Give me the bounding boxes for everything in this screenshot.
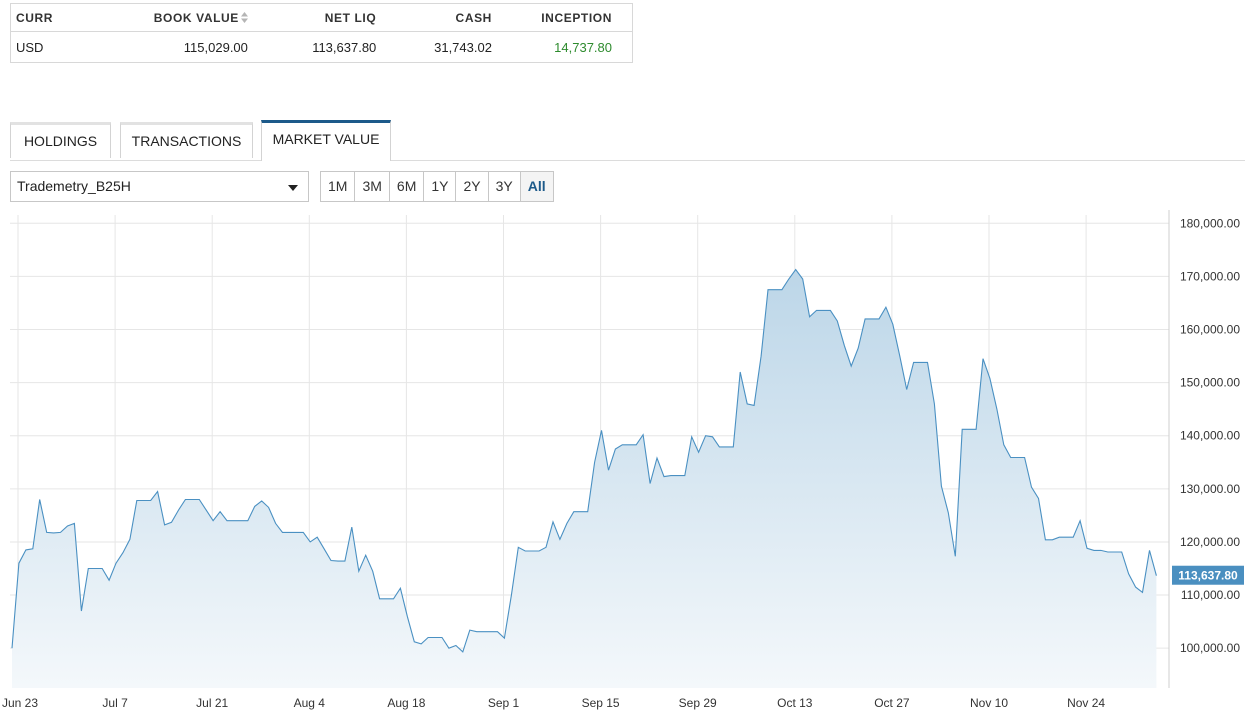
y-tick-label: 120,000.00 [1180, 535, 1240, 549]
x-tick-label: Aug 4 [294, 696, 326, 710]
last-value-label: 113,637.80 [1172, 565, 1244, 585]
cell-cash: 31,743.02 [434, 39, 492, 55]
view-tabs: HOLDINGS TRANSACTIONS MARKET VALUE [10, 120, 1245, 161]
range-selector: 1M 3M 6M 1Y 2Y 3Y All [320, 171, 554, 202]
header-book-value[interactable]: BOOK VALUE [128, 3, 268, 32]
x-tick-label: Jun 23 [2, 696, 38, 710]
y-tick-label: 110,000.00 [1181, 588, 1240, 602]
x-tick-label: Jul 21 [196, 696, 228, 710]
header-cash[interactable]: CASH [396, 3, 512, 32]
x-tick-label: Sep 15 [582, 696, 620, 710]
tab-transactions[interactable]: TRANSACTIONS [120, 122, 253, 158]
y-axis-ticks: 100,000.00 110,000.00 120,000.00 130,000.00… [1180, 216, 1240, 655]
summary-row: USD 115,029.00 113,637.80 31,743.02 14,7… [11, 32, 633, 63]
x-tick-label: Oct 27 [874, 696, 910, 710]
y-tick-label: 140,000.00 [1180, 429, 1240, 443]
cell-book-value: 115,029.00 [183, 39, 248, 55]
cell-curr: USD [16, 39, 44, 55]
x-tick-label: Sep 1 [488, 696, 520, 710]
account-select[interactable]: Trademetry_B25H [10, 171, 309, 202]
cell-inception: 14,737.80 [554, 39, 612, 55]
x-tick-label: Nov 24 [1067, 696, 1105, 710]
range-1y-button[interactable]: 1Y [424, 172, 457, 201]
range-3m-button[interactable]: 3M [355, 172, 390, 201]
range-3y-button[interactable]: 3Y [488, 172, 521, 201]
header-net-liq[interactable]: NET LIQ [267, 3, 397, 32]
y-tick-label: 100,000.00 [1180, 641, 1240, 655]
cell-net-liq: 113,637.80 [312, 39, 377, 55]
sort-icon[interactable] [240, 11, 248, 23]
market-value-chart: 100,000.00 110,000.00 120,000.00 130,000.00… [2, 210, 1244, 710]
x-tick-label: Sep 29 [679, 696, 717, 710]
tab-market-value[interactable]: MARKET VALUE [261, 120, 391, 161]
account-select-value: Trademetry_B25H [17, 178, 131, 194]
x-tick-label: Jul 7 [102, 696, 128, 710]
range-all-button[interactable]: All [520, 172, 553, 201]
summary-header-row: CURR BOOK VALUE NET LIQ CASH INCEPTION [10, 3, 633, 32]
y-tick-label: 150,000.00 [1180, 376, 1240, 390]
header-inception[interactable]: INCEPTION [511, 3, 633, 32]
x-tick-label: Aug 18 [387, 696, 425, 710]
account-summary-table: CURR BOOK VALUE NET LIQ CASH INCEPTION U… [10, 3, 633, 63]
y-tick-label: 180,000.00 [1180, 216, 1240, 230]
range-1m-button[interactable]: 1M [321, 172, 356, 201]
y-tick-label: 160,000.00 [1180, 323, 1240, 337]
last-value-text: 113,637.80 [1178, 569, 1238, 583]
header-curr[interactable]: CURR [10, 3, 129, 32]
x-tick-label: Oct 13 [777, 696, 813, 710]
range-2y-button[interactable]: 2Y [456, 172, 489, 201]
market-value-line [11, 268, 1157, 653]
x-tick-label: Nov 10 [970, 696, 1008, 710]
y-tick-label: 130,000.00 [1180, 482, 1240, 496]
header-book-value-label: BOOK VALUE [153, 10, 239, 25]
x-axis-ticks: Jun 23 Jul 7 Jul 21 Aug 4 Aug 18 Sep 1 Sep 15 S… [2, 696, 1105, 710]
caret-down-icon [288, 185, 298, 191]
market-value-area [12, 269, 1157, 688]
y-tick-label: 170,000.00 [1180, 269, 1240, 283]
last-value-badge [1172, 565, 1244, 585]
tab-holdings[interactable]: HOLDINGS [10, 122, 111, 158]
range-6m-button[interactable]: 6M [389, 172, 425, 201]
